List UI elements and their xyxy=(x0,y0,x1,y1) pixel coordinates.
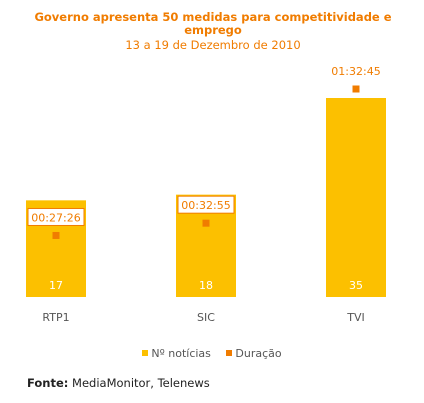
category-label: TVI xyxy=(346,311,365,324)
duration-label-box xyxy=(27,207,85,226)
source-text: MediaMonitor, Telenews xyxy=(72,376,210,390)
legend-item-news: Nº notícias xyxy=(142,347,211,360)
chart-plot: 17 RTP1 00:27:26 18 SIC 00:32:55 35 TVI 01:32:45 xyxy=(26,65,386,324)
legend-swatch-duration xyxy=(226,350,233,356)
legend-swatch-news xyxy=(142,350,149,356)
category-label: SIC xyxy=(197,311,215,324)
chart-subtitle: 13 a 19 de Dezembro de 2010 xyxy=(125,38,301,52)
duration-label: 00:32:55 xyxy=(181,199,230,212)
duration-label: 00:27:26 xyxy=(31,211,80,224)
duration-label-box xyxy=(177,195,235,214)
legend-item-duration: Duração xyxy=(226,347,282,360)
bar-value-label: 18 xyxy=(199,279,213,292)
duration-label: 01:32:45 xyxy=(331,65,380,78)
duration-marker xyxy=(352,85,360,93)
legend-label-news: Nº notícias xyxy=(151,347,211,360)
bar-value-label: 35 xyxy=(349,279,363,292)
chart-title: Governo apresenta 50 medidas para compet… xyxy=(34,10,392,37)
source-label: Fonte: xyxy=(27,376,69,390)
legend-label-duration: Duração xyxy=(235,347,282,360)
duration-marker xyxy=(202,219,210,227)
chart-legend: Nº notícias Duração xyxy=(0,347,424,360)
duration-marker xyxy=(52,231,60,239)
source-note: Fonte: MediaMonitor, Telenews xyxy=(27,376,210,390)
bar-value-label: 17 xyxy=(49,279,63,292)
bar-tvi xyxy=(326,98,386,297)
category-label: RTP1 xyxy=(42,311,69,324)
